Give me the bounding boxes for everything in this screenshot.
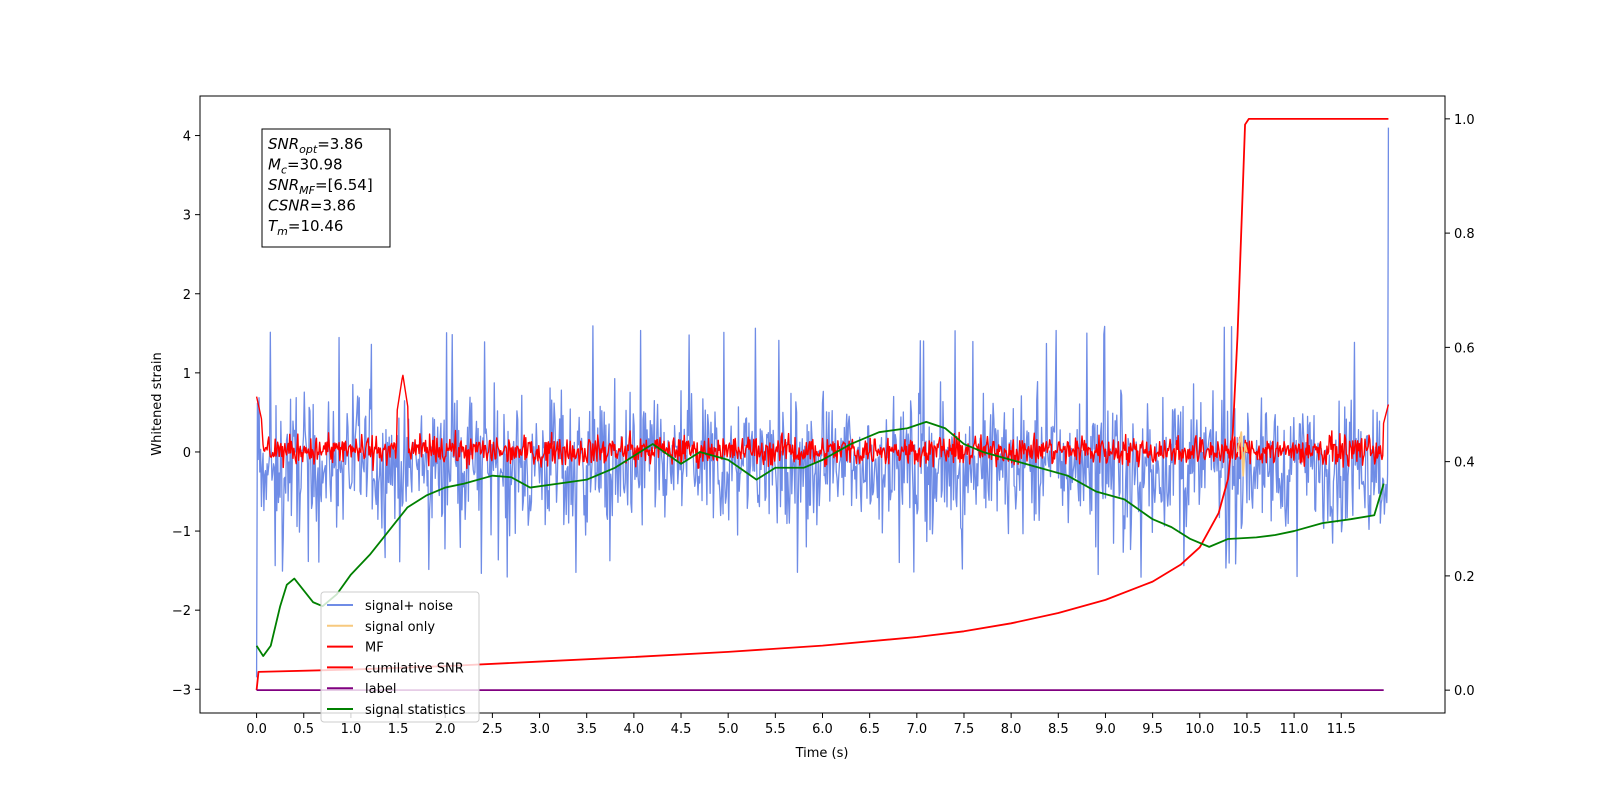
x-tick-label: 7.5 xyxy=(954,722,975,737)
x-tick-label: 7.0 xyxy=(906,722,927,737)
legend-item-mf[interactable]: MF xyxy=(327,641,384,656)
y-tick-label: 4 xyxy=(183,130,191,145)
x-tick-label: 8.5 xyxy=(1048,722,1069,737)
legend[interactable]: signal+ noise signal only MF cumilative SNR… xyxy=(320,591,480,723)
axis-ticks: 0.0 0.5 1.0 1.5 2.0 2.5 3.0 3.5 4.0 4.5 5.0 5.5 6.0 6… xyxy=(172,113,1475,737)
legend-label: signal+ noise xyxy=(365,599,453,614)
legend-item-signal-only[interactable]: signal only xyxy=(327,620,435,635)
x-tick-label: 8.0 xyxy=(1001,722,1022,737)
series-mf-line xyxy=(255,374,1390,472)
y-tick-label: −3 xyxy=(172,683,191,698)
y2-tick-label: 0.2 xyxy=(1454,570,1475,585)
x-tick-label: 4.0 xyxy=(624,722,645,737)
y-axis-label: Whitened strain xyxy=(150,352,165,455)
y2-tick-label: 0.8 xyxy=(1454,227,1475,242)
x-tick-label: 2.5 xyxy=(482,722,503,737)
legend-label: signal only xyxy=(365,620,435,635)
y-tick-label: 3 xyxy=(183,209,191,224)
x-tick-label: 10.5 xyxy=(1232,722,1261,737)
legend-item-cumilative-snr[interactable]: cumilative SNR xyxy=(327,661,464,676)
series-cumilative-snr-line xyxy=(255,117,1389,691)
x-tick-label: 6.0 xyxy=(812,722,833,737)
x-tick-label: 1.5 xyxy=(388,722,409,737)
y-tick-label: 1 xyxy=(183,367,191,382)
legend-item-label[interactable]: label xyxy=(327,682,396,697)
legend-item-signal-noise[interactable]: signal+ noise xyxy=(327,599,453,614)
x-tick-label: 0.5 xyxy=(293,722,314,737)
y2-tick-label: 1.0 xyxy=(1454,113,1475,128)
x-tick-label: 2.0 xyxy=(435,722,456,737)
x-tick-label: 9.0 xyxy=(1095,722,1116,737)
stats-line: CSNR=3.86 xyxy=(268,197,356,215)
y2-tick-label: 0.4 xyxy=(1454,456,1475,471)
x-tick-label: 3.0 xyxy=(529,722,550,737)
stats-line: SNRopt=3.86 xyxy=(268,135,363,156)
y-tick-label: 2 xyxy=(183,288,191,303)
x-tick-label: 4.5 xyxy=(671,722,692,737)
y-tick-label: −1 xyxy=(172,525,191,540)
x-tick-label: 11.5 xyxy=(1327,722,1356,737)
stats-box-frame xyxy=(261,128,391,248)
y2-tick-label: 0.0 xyxy=(1454,684,1475,699)
legend-label: cumilative SNR xyxy=(365,661,464,676)
legend-item-signal-statistics[interactable]: signal statistics xyxy=(327,703,466,718)
x-tick-label: 9.5 xyxy=(1142,722,1163,737)
y-tick-label: 0 xyxy=(183,446,191,461)
x-tick-label: 1.0 xyxy=(341,722,362,737)
x-tick-label: 11.0 xyxy=(1280,722,1309,737)
legend-label: label xyxy=(365,682,396,697)
stats-box: SNRopt=3.86Mc=30.98SNRMF=[6.54]CSNR=3.86… xyxy=(261,128,391,248)
x-tick-label: 10.0 xyxy=(1185,722,1214,737)
x-tick-label: 6.5 xyxy=(859,722,880,737)
x-tick-label: 0.0 xyxy=(246,722,267,737)
x-tick-label: 3.5 xyxy=(576,722,597,737)
series-signal-only-line xyxy=(1236,431,1248,477)
x-tick-label: 5.0 xyxy=(718,722,739,737)
x-axis-label: Time (s) xyxy=(795,746,849,761)
legend-label: MF xyxy=(365,641,384,656)
stats-line: Mc=30.98 xyxy=(268,156,343,177)
stats-line: Tm=10.46 xyxy=(268,217,343,238)
legend-frame xyxy=(320,591,480,723)
y2-tick-label: 0.6 xyxy=(1454,341,1475,356)
series-signal-noise-line xyxy=(255,127,1390,678)
stats-line: SNRMF=[6.54] xyxy=(268,176,373,197)
y-tick-label: −2 xyxy=(172,604,191,619)
legend-label: signal statistics xyxy=(365,703,466,718)
x-tick-label: 5.5 xyxy=(765,722,786,737)
